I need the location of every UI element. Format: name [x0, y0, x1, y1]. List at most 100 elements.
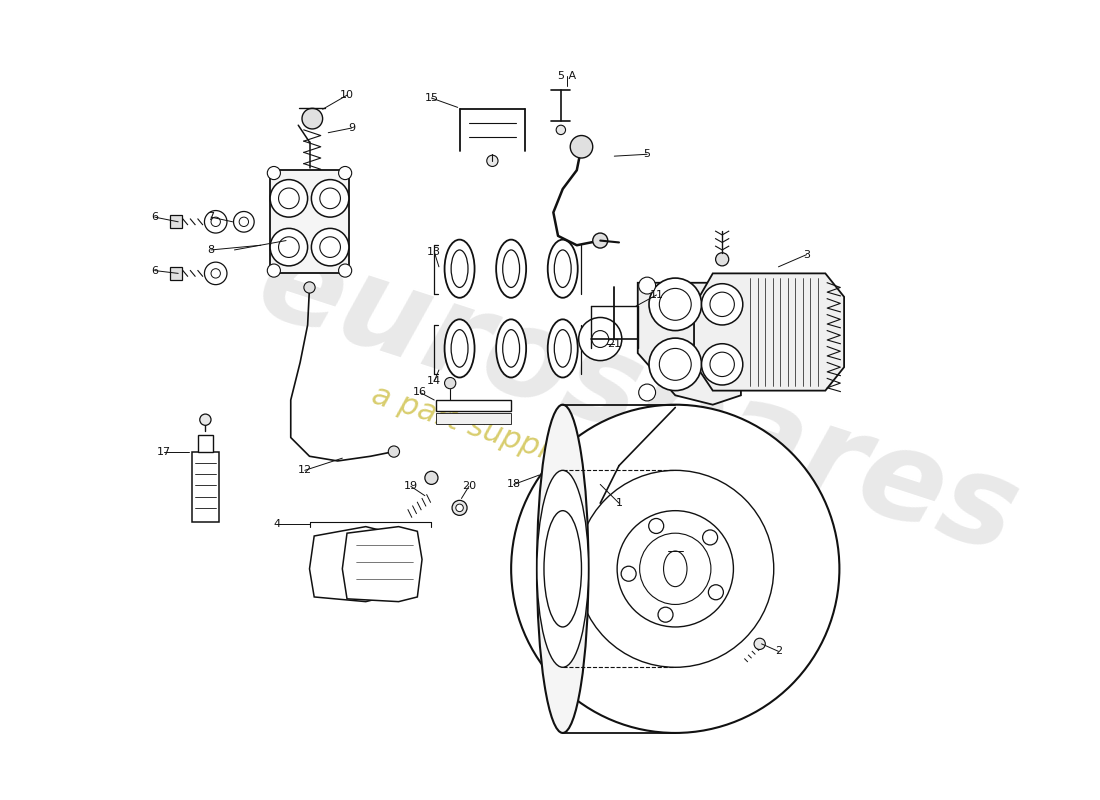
Circle shape	[211, 217, 220, 226]
Ellipse shape	[537, 470, 588, 667]
Circle shape	[205, 262, 227, 285]
Text: 13: 13	[427, 247, 441, 257]
Bar	[198, 434, 213, 451]
Text: 3: 3	[803, 250, 810, 260]
Circle shape	[710, 352, 735, 377]
Polygon shape	[309, 526, 389, 602]
Circle shape	[452, 500, 468, 515]
Circle shape	[267, 166, 280, 179]
Text: 6: 6	[152, 266, 158, 275]
Circle shape	[311, 228, 349, 266]
Circle shape	[267, 264, 280, 277]
Circle shape	[708, 585, 724, 600]
Circle shape	[339, 264, 352, 277]
Ellipse shape	[451, 330, 468, 367]
Ellipse shape	[544, 510, 582, 627]
Circle shape	[639, 533, 711, 605]
Circle shape	[617, 510, 734, 627]
Circle shape	[311, 179, 349, 217]
Circle shape	[621, 566, 636, 582]
Ellipse shape	[496, 319, 526, 378]
Text: 12: 12	[298, 466, 312, 475]
Circle shape	[302, 108, 322, 129]
Circle shape	[304, 282, 315, 293]
Text: 7: 7	[208, 212, 214, 222]
Ellipse shape	[548, 319, 578, 378]
Circle shape	[702, 344, 743, 385]
Ellipse shape	[503, 330, 519, 367]
Text: 14: 14	[427, 376, 441, 386]
Circle shape	[570, 135, 593, 158]
Circle shape	[639, 384, 656, 401]
Ellipse shape	[554, 330, 571, 367]
Circle shape	[649, 518, 663, 534]
Circle shape	[649, 338, 702, 390]
Circle shape	[659, 349, 691, 380]
Text: 6: 6	[152, 212, 158, 222]
Circle shape	[444, 378, 455, 389]
Circle shape	[278, 188, 299, 209]
Text: 9: 9	[348, 123, 355, 133]
Ellipse shape	[496, 240, 526, 298]
Circle shape	[659, 288, 691, 320]
Circle shape	[576, 470, 773, 667]
Bar	[192, 451, 219, 522]
Text: 2: 2	[774, 646, 782, 656]
Circle shape	[579, 318, 621, 361]
Bar	[169, 215, 182, 228]
Circle shape	[239, 217, 249, 226]
Text: 17: 17	[157, 446, 172, 457]
Polygon shape	[638, 282, 741, 405]
Ellipse shape	[663, 551, 688, 586]
Text: a part supplier since 1985: a part supplier since 1985	[368, 381, 757, 532]
Circle shape	[487, 155, 498, 166]
Text: 5 A: 5 A	[559, 71, 576, 82]
Circle shape	[200, 414, 211, 426]
Circle shape	[320, 237, 341, 258]
Text: 10: 10	[340, 90, 354, 100]
Text: 11: 11	[649, 290, 663, 300]
Text: 8: 8	[208, 245, 214, 255]
Bar	[436, 400, 512, 411]
Circle shape	[649, 278, 702, 330]
Text: 1: 1	[616, 498, 623, 508]
Text: 21: 21	[607, 338, 621, 349]
Circle shape	[271, 179, 308, 217]
Text: 16: 16	[414, 387, 427, 398]
Circle shape	[716, 253, 728, 266]
Text: 20: 20	[462, 482, 476, 491]
Circle shape	[710, 292, 735, 317]
Circle shape	[278, 237, 299, 258]
Circle shape	[320, 188, 341, 209]
Circle shape	[703, 530, 717, 545]
Text: 5: 5	[644, 150, 650, 159]
Polygon shape	[694, 274, 844, 390]
Circle shape	[639, 277, 656, 294]
Circle shape	[512, 405, 839, 733]
Ellipse shape	[503, 250, 519, 287]
Text: 19: 19	[404, 482, 418, 491]
Text: 4: 4	[273, 519, 280, 529]
Circle shape	[211, 269, 220, 278]
Polygon shape	[342, 526, 422, 602]
Text: 15: 15	[425, 93, 439, 103]
Circle shape	[592, 330, 608, 347]
Ellipse shape	[548, 240, 578, 298]
Circle shape	[339, 166, 352, 179]
Circle shape	[658, 607, 673, 622]
Ellipse shape	[444, 240, 474, 298]
Circle shape	[593, 233, 607, 248]
Text: eurospares: eurospares	[243, 220, 1032, 580]
Ellipse shape	[444, 319, 474, 378]
Circle shape	[557, 126, 565, 134]
Text: 18: 18	[507, 479, 521, 490]
Circle shape	[233, 211, 254, 232]
Circle shape	[271, 228, 308, 266]
Circle shape	[455, 504, 463, 512]
Ellipse shape	[537, 405, 588, 733]
Circle shape	[388, 446, 399, 458]
Circle shape	[702, 284, 743, 325]
Ellipse shape	[451, 250, 468, 287]
Circle shape	[755, 638, 766, 650]
Circle shape	[425, 471, 438, 485]
